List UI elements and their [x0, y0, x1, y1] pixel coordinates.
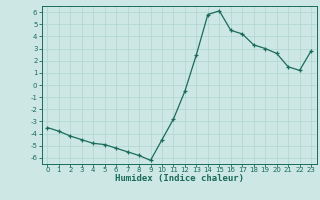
X-axis label: Humidex (Indice chaleur): Humidex (Indice chaleur) [115, 174, 244, 183]
